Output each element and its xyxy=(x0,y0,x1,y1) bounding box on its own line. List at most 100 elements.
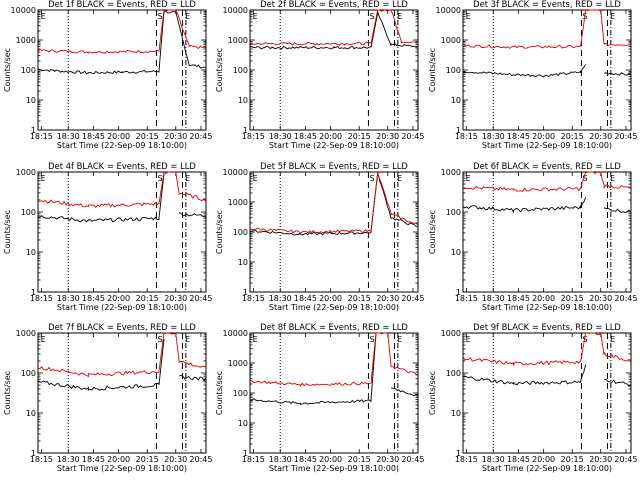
panel-title: Det 5f BLACK = Events, RED = LLD xyxy=(260,161,408,171)
x-tick-label: 20:30 xyxy=(164,455,187,464)
y-tick-label: 1000 xyxy=(441,329,461,338)
x-tick-label: 20:45 xyxy=(189,132,212,141)
x-tick-label: 20:45 xyxy=(401,294,424,303)
y-tick-label: 1000 xyxy=(228,359,248,368)
y-tick-label: 100 xyxy=(446,66,461,75)
y-axis-label: Counts/sec xyxy=(3,371,12,415)
y-tick-label: 100 xyxy=(446,208,461,217)
x-axis-label: Start Time (22-Sep-09 18:10:00) xyxy=(482,141,612,150)
x-tick-label: 18:15 xyxy=(455,294,478,303)
y-tick-label: 10 xyxy=(451,96,461,105)
y-axis-label: Counts/sec xyxy=(428,371,437,415)
plot-frame xyxy=(37,9,207,131)
x-tick-label: 20:45 xyxy=(189,294,212,303)
y-axis-label: Counts/sec xyxy=(428,48,437,92)
x-tick-label: 20:30 xyxy=(376,455,399,464)
y-tick-label: 10 xyxy=(238,258,248,267)
y-tick-label: 10 xyxy=(451,409,461,418)
x-axis-label: Start Time (22-Sep-09 18:10:00) xyxy=(269,141,399,150)
panel-title: Det 9f BLACK = Events, RED = LLD xyxy=(473,322,621,332)
event-marker-label: E xyxy=(466,174,471,183)
x-tick-label: 18:45 xyxy=(82,132,105,141)
panel-det-2: Det 2f BLACK = Events, RED = LLD Counts/s… xyxy=(215,0,424,150)
series-lld-line xyxy=(462,9,632,49)
y-tick-label: 10000 xyxy=(436,6,461,15)
panel-det-9: Det 9f BLACK = Events, RED = LLD Counts/s… xyxy=(428,322,637,473)
series-events-line xyxy=(37,173,207,223)
x-tick-label: 18:30 xyxy=(269,294,292,303)
y-tick-label: 1000 xyxy=(441,168,461,177)
event-marker-label: E xyxy=(466,12,471,21)
x-tick-label: 18:45 xyxy=(294,132,317,141)
panel-title: Det 3f BLACK = Events, RED = LLD xyxy=(473,0,621,9)
x-tick-label: 18:15 xyxy=(455,455,478,464)
x-tick-label: 18:30 xyxy=(482,294,505,303)
event-marker-label: E xyxy=(610,335,615,344)
y-tick-label: 10000 xyxy=(223,168,248,177)
x-tick-label: 20:45 xyxy=(401,132,424,141)
x-tick-label: 20:45 xyxy=(614,132,637,141)
y-tick-label: 10 xyxy=(26,409,36,418)
x-tick-label: 20:15 xyxy=(348,294,371,303)
series-events-line xyxy=(37,10,207,75)
x-tick-label: 20:00 xyxy=(107,132,130,141)
x-axis-label: Start Time (22-Sep-09 18:10:00) xyxy=(57,464,187,473)
x-tick-label: 20:15 xyxy=(348,455,371,464)
event-marker-label: E xyxy=(466,335,471,344)
x-tick-label: 20:00 xyxy=(107,455,130,464)
event-marker-label: E xyxy=(610,12,615,21)
x-tick-label: 18:15 xyxy=(30,455,53,464)
x-tick-label: 18:45 xyxy=(294,294,317,303)
y-tick-label: 1 xyxy=(456,288,461,297)
x-tick-label: 18:30 xyxy=(482,455,505,464)
y-tick-label: 1 xyxy=(456,449,461,458)
y-axis-label: Counts/sec xyxy=(3,48,12,92)
x-tick-label: 20:45 xyxy=(401,455,424,464)
series-lld-line xyxy=(249,171,419,235)
x-tick-label: 20:00 xyxy=(532,132,555,141)
y-tick-label: 100 xyxy=(233,389,248,398)
x-tick-label: 18:45 xyxy=(82,455,105,464)
x-tick-label: 20:15 xyxy=(136,294,159,303)
x-tick-label: 18:45 xyxy=(507,132,530,141)
series-events-line xyxy=(462,64,632,78)
y-tick-label: 100 xyxy=(21,208,36,217)
series-lld-line xyxy=(249,9,419,46)
x-tick-label: 20:30 xyxy=(164,132,187,141)
plot-frame xyxy=(37,332,207,454)
y-tick-label: 1000 xyxy=(228,36,248,45)
y-tick-label: 1000 xyxy=(228,198,248,207)
x-tick-label: 20:00 xyxy=(532,455,555,464)
y-tick-label: 10 xyxy=(238,96,248,105)
panel-title: Det 8f BLACK = Events, RED = LLD xyxy=(260,322,408,332)
panel-det-5: Det 5f BLACK = Events, RED = LLD Counts/s… xyxy=(215,161,424,312)
panel-title: Det 1f BLACK = Events, RED = LLD xyxy=(48,0,196,9)
series-lld-line xyxy=(37,9,207,54)
y-tick-label: 1 xyxy=(243,126,248,135)
event-marker-label: S xyxy=(157,335,162,344)
x-tick-label: 18:30 xyxy=(482,132,505,141)
event-marker-label: E xyxy=(610,174,615,183)
x-tick-label: 20:15 xyxy=(561,294,584,303)
x-tick-label: 20:30 xyxy=(376,132,399,141)
x-tick-label: 18:30 xyxy=(57,294,80,303)
y-tick-label: 10 xyxy=(451,248,461,257)
x-tick-label: 20:30 xyxy=(589,294,612,303)
x-tick-label: 20:15 xyxy=(561,455,584,464)
x-tick-label: 20:15 xyxy=(348,132,371,141)
series-events-line xyxy=(249,11,419,50)
event-marker-label: E xyxy=(397,335,402,344)
y-tick-label: 10 xyxy=(238,419,248,428)
y-tick-label: 10 xyxy=(26,96,36,105)
plot-frame xyxy=(462,332,632,454)
y-axis-label: Counts/sec xyxy=(215,48,224,92)
x-tick-label: 20:45 xyxy=(614,294,637,303)
panel-det-6: Det 6f BLACK = Events, RED = LLD Counts/s… xyxy=(428,161,637,312)
series-events-line xyxy=(37,339,207,391)
panel-title: Det 4f BLACK = Events, RED = LLD xyxy=(48,161,196,171)
event-marker-label: S xyxy=(157,174,162,183)
y-tick-label: 1000 xyxy=(16,168,36,177)
plot-frame xyxy=(249,9,419,131)
series-events-line xyxy=(462,197,632,214)
event-marker-label: S xyxy=(369,174,374,183)
